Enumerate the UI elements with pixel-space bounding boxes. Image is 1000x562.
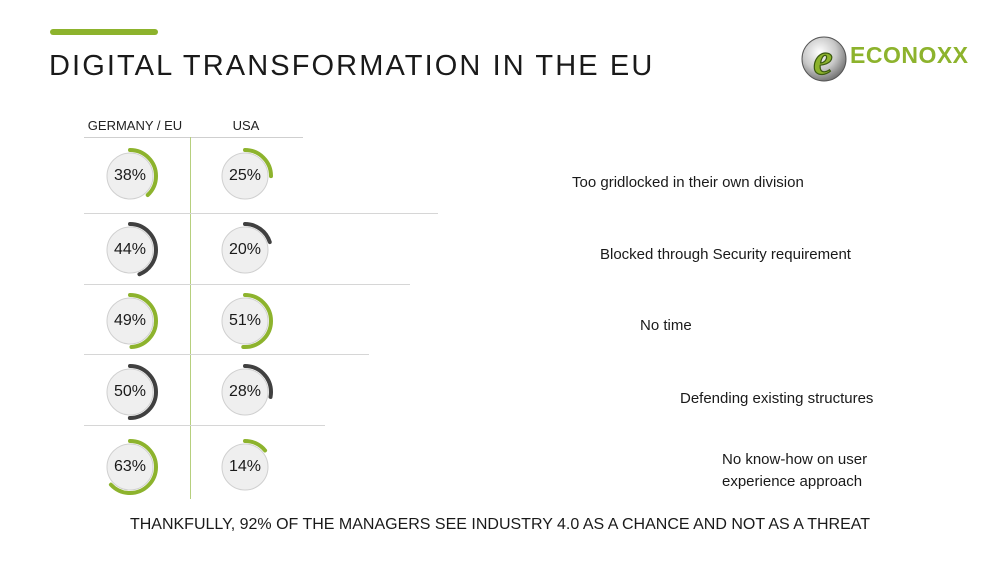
row-divider [84,213,438,214]
ring-progress-arc [217,148,273,204]
ring-background [106,368,154,416]
ring-progress-arc [217,293,273,349]
ring-progress-arc [217,439,273,495]
usa-percentage-ring: 51% [215,291,275,351]
conclusion-text: THANKFULLY, 92% OF THE MANAGERS SEE INDU… [129,516,871,533]
usa-percentage-ring: 14% [215,437,275,497]
germany-percentage-ring: 38% [100,146,160,206]
ring-progress-arc [102,293,158,349]
ring-progress-arc [102,439,158,495]
ring-progress-arc [102,364,158,420]
percentage-label: 14% [228,458,262,475]
ring-background [221,226,269,274]
row-divider [84,284,410,285]
germany-percentage-ring: 49% [100,291,160,351]
reason-gridlocked: Too gridlocked in their own division [572,174,804,191]
ring-progress-arc [102,148,158,204]
percentage-label: 63% [113,458,147,475]
percentage-label: 44% [113,241,147,258]
page-title: DIGITAL TRANSFORMATION IN THE EU [49,50,655,82]
logo-wordmark: ECONOXX [850,42,969,68]
ring-background [221,152,269,200]
usa-percentage-ring: 28% [215,362,275,422]
usa-percentage-ring: 20% [215,220,275,280]
percentage-label: 49% [113,312,147,329]
ring-background [106,297,154,345]
ring-progress-arc [217,364,273,420]
percentage-label: 20% [228,241,262,258]
germany-percentage-ring: 50% [100,362,160,422]
germany-percentage-ring: 44% [100,220,160,280]
row-divider [84,425,325,426]
econoxx-logo: e ECONOXX [800,30,968,90]
row-divider [84,354,369,355]
ring-progress-arc [102,222,158,278]
title-accent-bar [50,29,158,35]
column-divider [190,137,191,499]
econoxx-logo-icon: e [801,34,847,85]
ring-background [221,368,269,416]
ring-progress-arc [217,222,273,278]
percentage-label: 51% [228,312,262,329]
header-divider [84,137,303,138]
percentage-label: 38% [113,167,147,184]
ring-background [106,443,154,491]
reason-existing-structures: Defending existing structures [680,390,874,407]
percentage-label: 50% [113,383,147,400]
germany-percentage-ring: 63% [100,437,160,497]
percentage-label: 25% [228,167,262,184]
ring-background [106,226,154,274]
percentage-label: 28% [228,383,262,400]
ring-background [221,297,269,345]
reason-security: Blocked through Security requirement [600,246,851,263]
logo-letter: e [813,35,833,84]
ring-background [106,152,154,200]
reason-no-know-how: No know-how on user experience approach [722,451,868,490]
ring-background [221,443,269,491]
usa-percentage-ring: 25% [215,146,275,206]
column-header-usa: USA [232,118,260,133]
reason-no-time: No time [640,317,692,334]
column-header-germany-eu: GERMANY / EU [87,118,183,133]
